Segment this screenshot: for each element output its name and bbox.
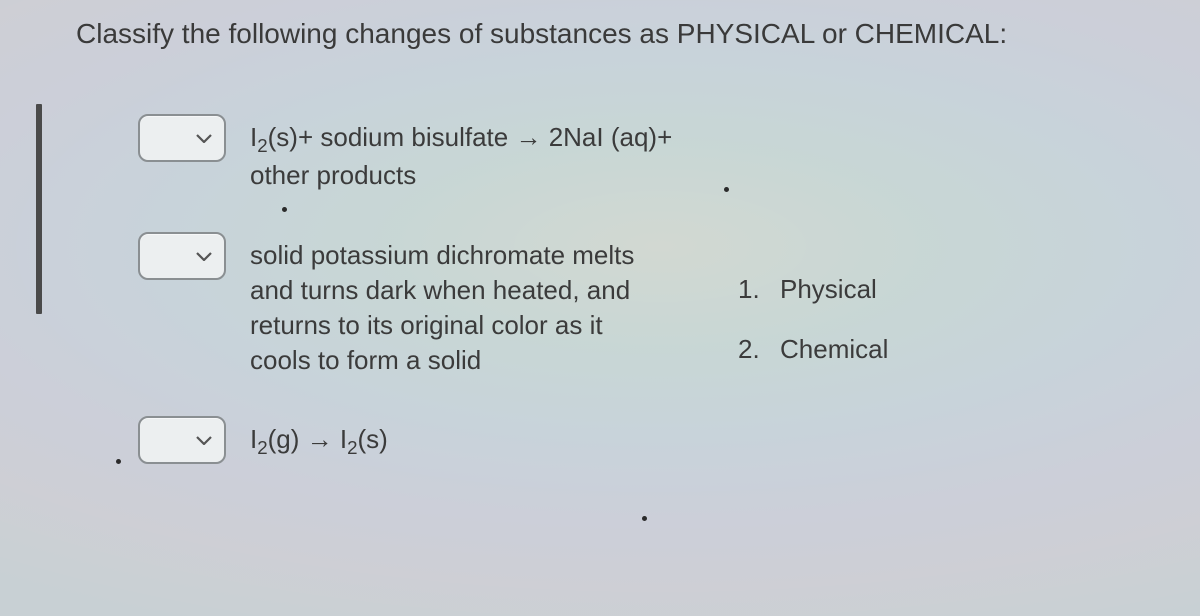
group-rule [36, 104, 42, 314]
speck [642, 516, 647, 521]
answer-label: Chemical [780, 320, 888, 380]
answer-select-1[interactable] [138, 114, 226, 162]
speck [116, 459, 121, 464]
answer-key: 1. Physical 2. Chemical [738, 260, 888, 380]
chevron-down-icon [196, 435, 212, 445]
question-panel: Classify the following changes of substa… [18, 14, 1170, 596]
chevron-down-icon [196, 133, 212, 143]
answer-option: 1. Physical [738, 260, 888, 320]
speck [282, 207, 287, 212]
answer-label: Physical [780, 260, 877, 320]
answer-option: 2. Chemical [738, 320, 888, 380]
match-row: I2(s)+ sodium bisulfate → 2NaI (aq)+ oth… [138, 114, 1130, 194]
chevron-down-icon [196, 251, 212, 261]
answer-num: 1. [738, 260, 764, 320]
item-text-2: solid potassium dichromate melts and tur… [250, 232, 670, 378]
answer-num: 2. [738, 320, 764, 380]
answer-select-3[interactable] [138, 416, 226, 464]
matching-items: I2(s)+ sodium bisulfate → 2NaI (aq)+ oth… [138, 114, 1130, 502]
match-row: solid potassium dichromate melts and tur… [138, 232, 1130, 378]
item-text-1: I2(s)+ sodium bisulfate → 2NaI (aq)+ oth… [250, 114, 680, 194]
answer-select-2[interactable] [138, 232, 226, 280]
match-row: I2(g) → I2(s) [138, 416, 1130, 464]
question-prompt: Classify the following changes of substa… [18, 14, 1170, 74]
item-text-3: I2(g) → I2(s) [250, 416, 388, 460]
viewport: Classify the following changes of substa… [0, 0, 1200, 616]
speck [724, 187, 729, 192]
